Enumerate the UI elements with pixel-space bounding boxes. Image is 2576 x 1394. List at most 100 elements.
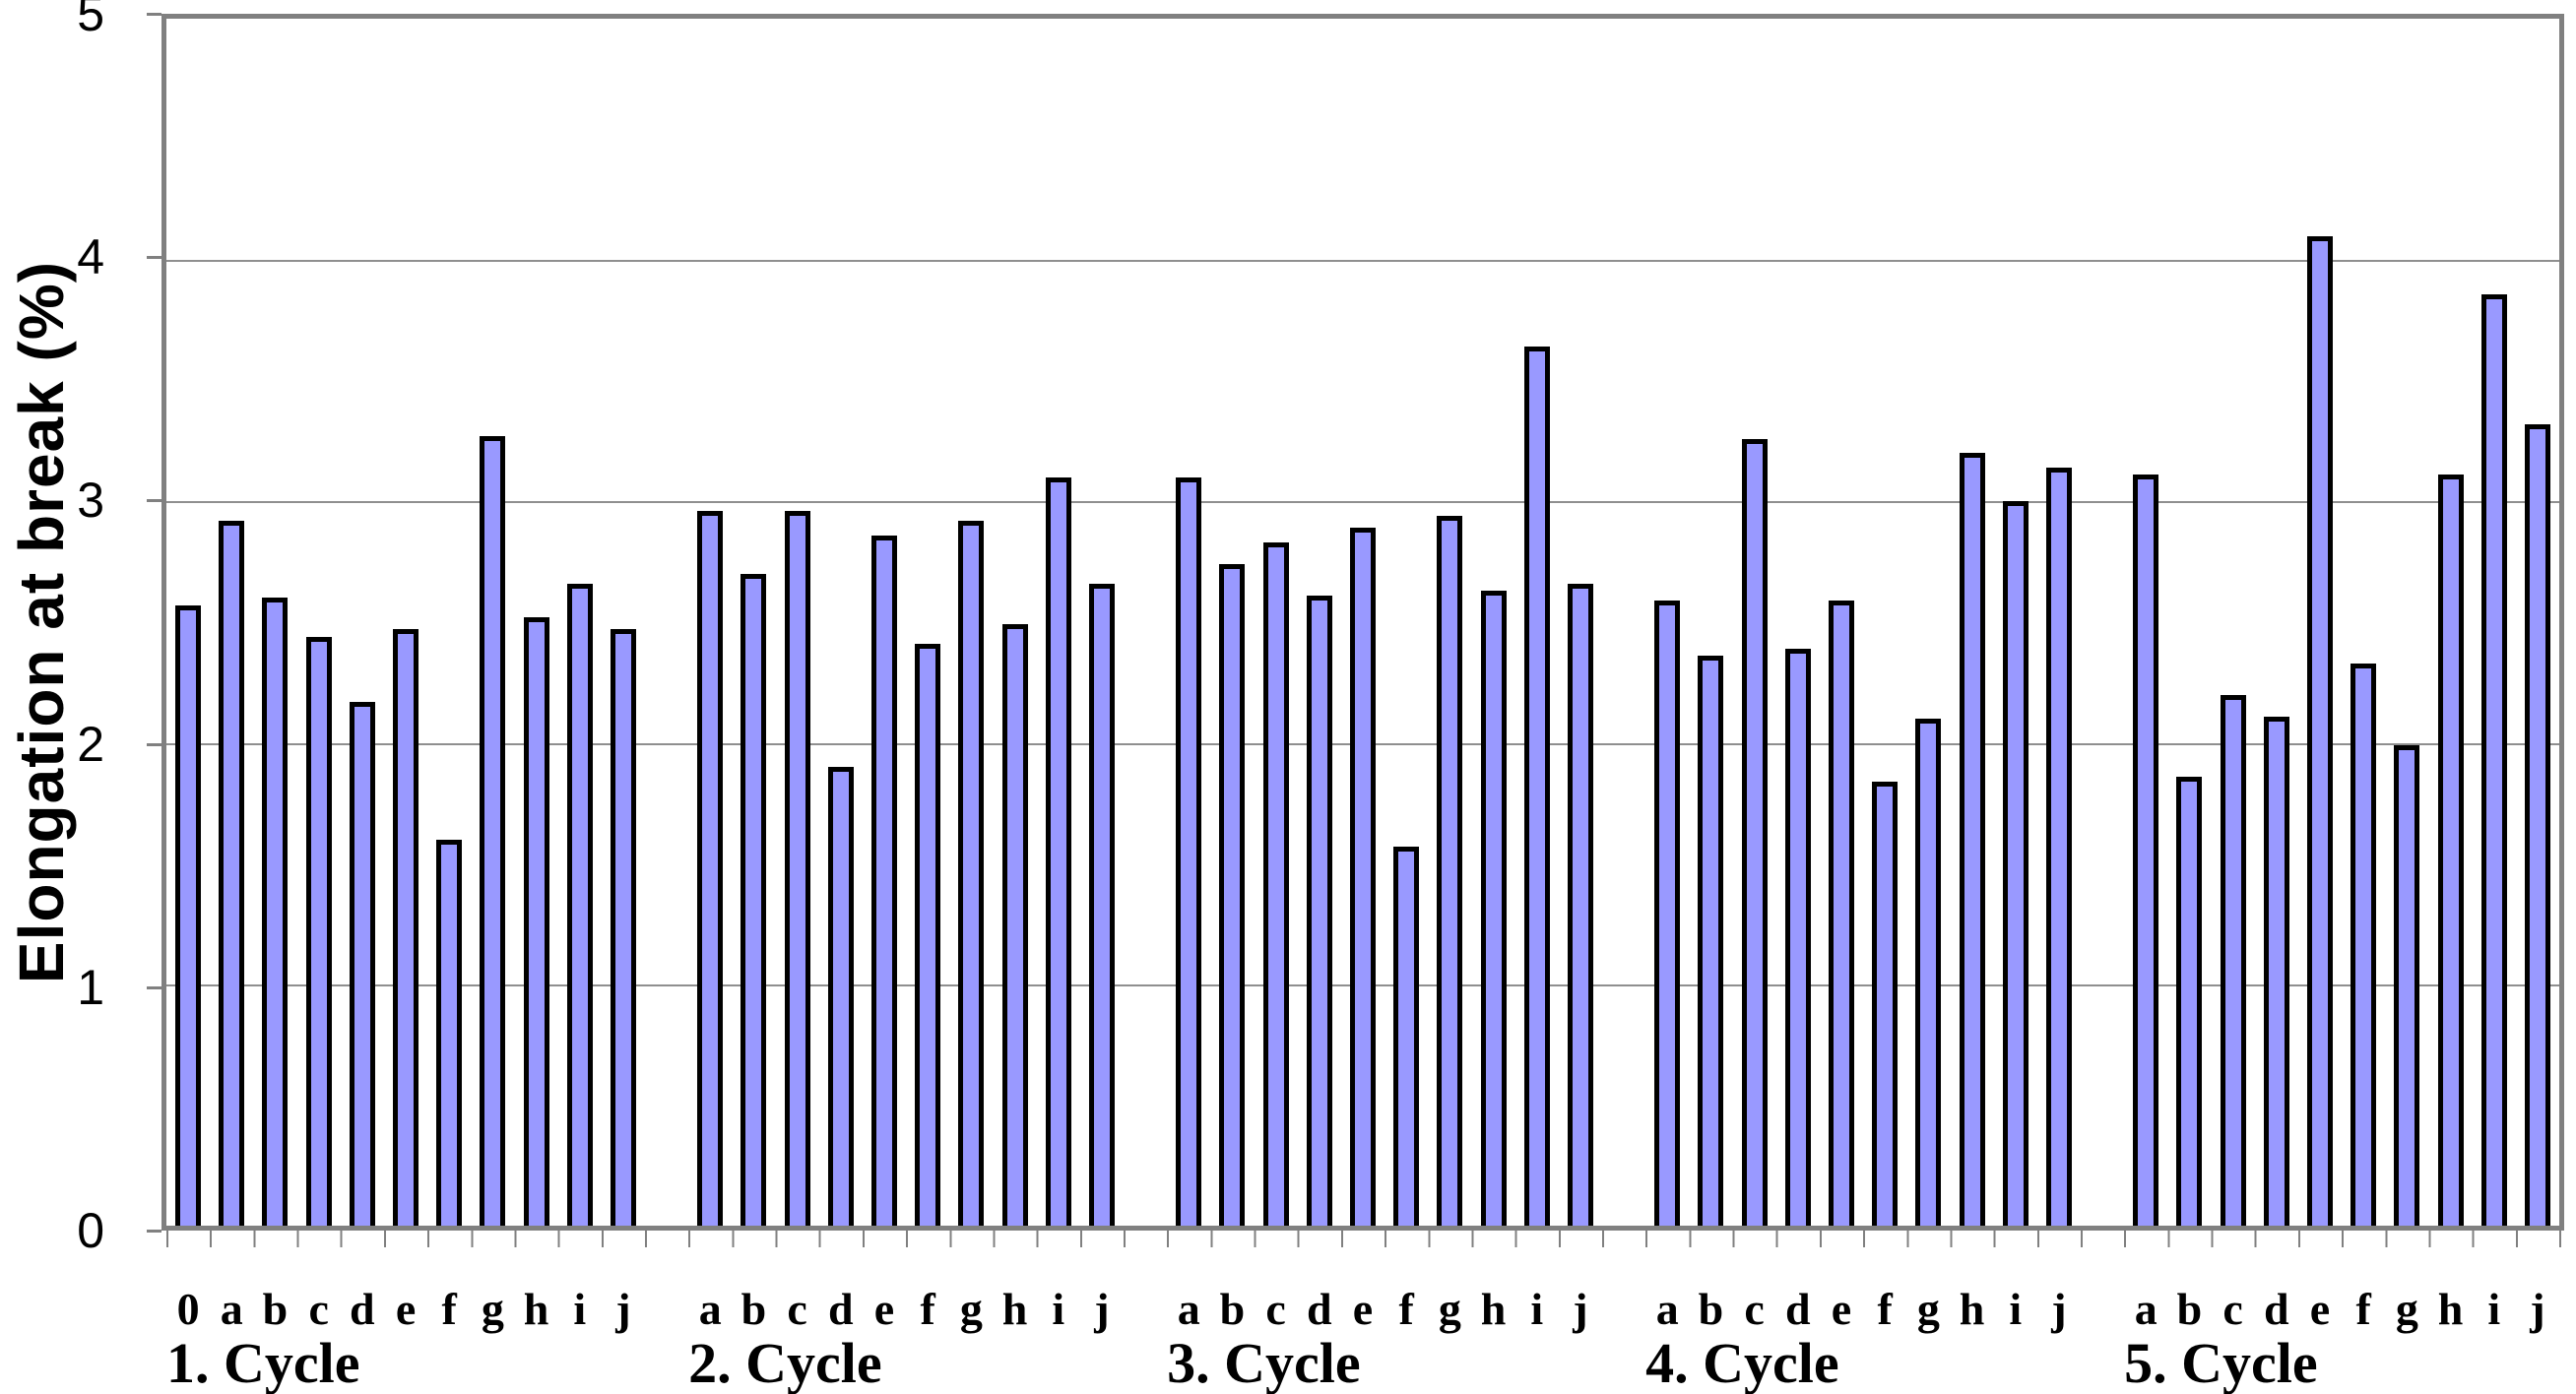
category-label: d (1785, 1284, 1811, 1334)
category-label: g (1916, 1284, 1940, 1334)
bar-4-f (1872, 781, 1899, 1226)
bar-5-e (2306, 235, 2333, 1226)
bar-1-e (393, 629, 419, 1226)
category-label: f (441, 1284, 457, 1334)
category-label: c (2222, 1284, 2243, 1334)
bar-1-a (219, 521, 245, 1226)
bar-5-h (2437, 475, 2464, 1226)
bar-3-d (1306, 596, 1332, 1226)
category-label: e (395, 1284, 417, 1334)
bar-5-i (2480, 293, 2507, 1226)
y-tick-mark (147, 1230, 161, 1233)
bar-2-f (915, 644, 941, 1226)
category-label: g (2395, 1284, 2418, 1334)
bar-slot (2212, 19, 2255, 1226)
bar-5-d (2263, 716, 2289, 1226)
category-label: c (1265, 1284, 1286, 1334)
y-tick-label: 2 (77, 716, 104, 772)
bar-slot (2037, 19, 2081, 1226)
y-tick-mark (147, 985, 161, 989)
bar-slot (1255, 19, 1298, 1226)
bar-5-b (2176, 776, 2203, 1226)
bar-slot (732, 19, 775, 1226)
bar-slot (2255, 19, 2298, 1226)
category-label: e (1831, 1284, 1852, 1334)
bar-4-a (1654, 600, 1681, 1226)
bar-slot (1950, 19, 1993, 1226)
bar-3-h (1480, 591, 1507, 1226)
bar-slot (2298, 19, 2342, 1226)
cycle-labels-row: 1. Cycle 2. Cycle 3. Cycle 4. Cycle 5. Cycle (166, 1331, 2559, 1394)
category-label: 0 (176, 1284, 200, 1334)
cycle-label: 5. Cycle (2124, 1331, 2318, 1394)
bar-slot (1863, 19, 1906, 1226)
bar-group (1645, 19, 2081, 1226)
category-label: j (1573, 1284, 1588, 1334)
bar-4-c (1741, 438, 1768, 1226)
category-label: i (2487, 1284, 2501, 1334)
bar-slot (253, 19, 296, 1226)
category-label: a (1655, 1284, 1679, 1334)
bar-slot (1167, 19, 1210, 1226)
bar-2-h (1001, 624, 1028, 1226)
category-label: f (2355, 1284, 2371, 1334)
bar-slot (1689, 19, 1732, 1226)
category-label: g (481, 1284, 504, 1334)
bar-slot (1515, 19, 1559, 1226)
category-label: a (220, 1284, 243, 1334)
category-label: c (1744, 1284, 1765, 1334)
bar-4-h (1959, 453, 1985, 1226)
bar-slot (1080, 19, 1124, 1226)
y-tick-mark (147, 256, 161, 260)
bar-3-g (1437, 516, 1463, 1226)
bar-2-b (741, 573, 767, 1226)
y-tick-label: 0 (77, 1203, 104, 1258)
bar-slot (906, 19, 949, 1226)
bar-2-e (871, 535, 898, 1226)
bar-slot (2342, 19, 2385, 1226)
category-label: b (741, 1284, 767, 1334)
bar-slot (166, 19, 210, 1226)
bar-slot (341, 19, 384, 1226)
category-label: e (873, 1284, 895, 1334)
y-tick-mark (147, 499, 161, 503)
category-label: h (2437, 1284, 2464, 1334)
bar-slot (1776, 19, 1820, 1226)
category-label: i (573, 1284, 587, 1334)
gridline (166, 260, 2559, 263)
bar-group (688, 19, 1124, 1226)
bar-5-c (2220, 694, 2246, 1226)
bar-slot (1341, 19, 1385, 1226)
category-label: d (350, 1284, 375, 1334)
category-label: b (1219, 1284, 1246, 1334)
category-label: e (2309, 1284, 2331, 1334)
category-label: h (1001, 1284, 1028, 1334)
bar-3-a (1176, 476, 1202, 1226)
bar-4-j (2045, 468, 2072, 1226)
bar-3-f (1393, 847, 1420, 1226)
bar-group (166, 19, 645, 1226)
bar-1-h (523, 617, 549, 1226)
bar-1-j (610, 629, 636, 1226)
category-label: a (1177, 1284, 1200, 1334)
bar-2-a (697, 511, 724, 1226)
bar-1-g (480, 436, 506, 1226)
bar-slot (688, 19, 732, 1226)
bar-5-j (2524, 423, 2550, 1226)
bar-4-d (1784, 648, 1811, 1226)
bar-2-i (1045, 476, 1071, 1226)
bar-5-f (2351, 663, 2377, 1226)
bar-group (2124, 19, 2559, 1226)
category-label: i (1052, 1284, 1065, 1334)
bar-slot (863, 19, 906, 1226)
bar-4-i (2002, 501, 2029, 1226)
bar-2-j (1088, 583, 1115, 1226)
bar-slot (1210, 19, 1254, 1226)
bar-2-g (958, 521, 985, 1226)
bar-2-d (827, 767, 854, 1226)
category-label: f (1398, 1284, 1414, 1334)
